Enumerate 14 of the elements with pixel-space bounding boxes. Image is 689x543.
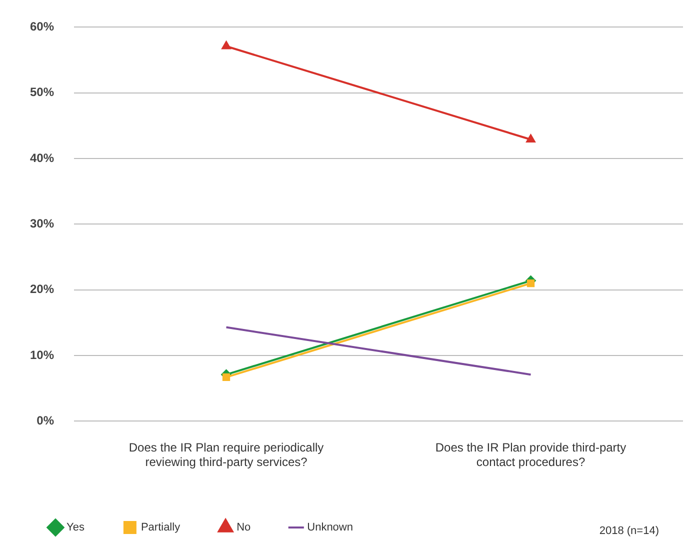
y-tick-label: 60%	[30, 20, 54, 34]
y-tick-label: 20%	[30, 282, 54, 296]
y-tick-label: 10%	[30, 348, 54, 362]
legend-label: Yes	[66, 522, 85, 534]
y-tick-label: 0%	[36, 414, 54, 428]
y-tick-label: 40%	[30, 150, 54, 165]
y-tick-label: 30%	[30, 216, 54, 231]
legend-label: Unknown	[307, 522, 353, 534]
text: 2018 (n=14)	[599, 525, 659, 537]
legend-label: Partially	[140, 522, 181, 534]
x-tick-label: Does the IR Plan provide third-party contact procedures?	[435, 440, 626, 470]
y-tick-label: 50%	[30, 85, 54, 100]
legend-label: No	[236, 522, 251, 534]
x-tick-label: Does the IR Plan require periodically reviewing third-party services?	[128, 440, 324, 470]
